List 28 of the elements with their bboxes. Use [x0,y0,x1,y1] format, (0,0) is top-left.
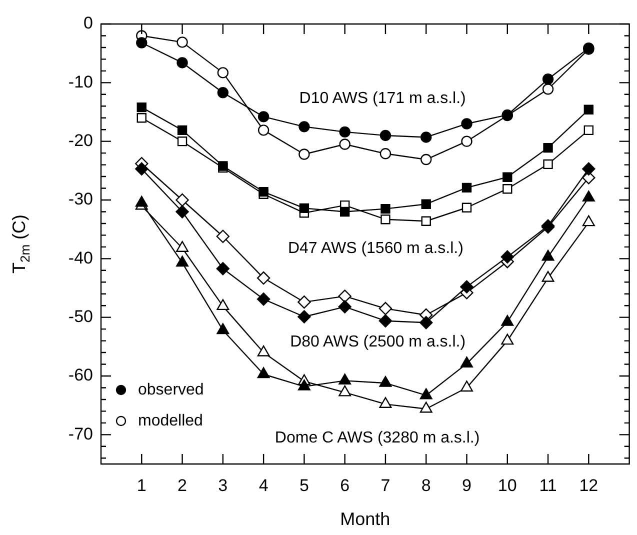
x-tick-label: 7 [380,476,390,495]
annotation: D47 AWS (1560 m a.s.l.) [288,240,464,257]
x-tick-label: 10 [498,476,517,495]
y-axis-title: T2m (C) [8,214,33,274]
x-tick-label: 12 [579,476,598,495]
x-tick-label: 3 [218,476,228,495]
x-axis-title: Month [340,509,390,530]
y-tick-label: -50 [68,307,93,326]
x-tick-label: 5 [299,476,309,495]
annotation: D80 AWS (2500 m a.s.l.) [290,334,466,351]
annotation: D10 AWS (171 m a.s.l.) [299,90,466,108]
y-tick-label: -70 [68,424,93,444]
y-tick-label: -30 [68,190,93,209]
x-tick-label: 2 [178,476,188,495]
x-tick-label: 1 [136,476,146,495]
y-tick-label: -60 [68,366,93,385]
x-tick-label: 6 [340,476,350,495]
x-tick-label: 4 [258,476,268,495]
x-tick-label: 8 [421,476,431,495]
legend-label: observed [138,381,204,398]
y-tick-label: -20 [68,131,93,150]
y-tick-label: -10 [68,72,93,92]
annotation: Dome C AWS (3280 m a.s.l.) [274,429,480,446]
y-tick-label: 0 [84,14,93,33]
y-tick-label: -40 [68,248,93,268]
legend-label: modelled [138,412,203,430]
x-tick-label: 9 [462,476,472,495]
x-tick-label: 11 [539,476,557,495]
